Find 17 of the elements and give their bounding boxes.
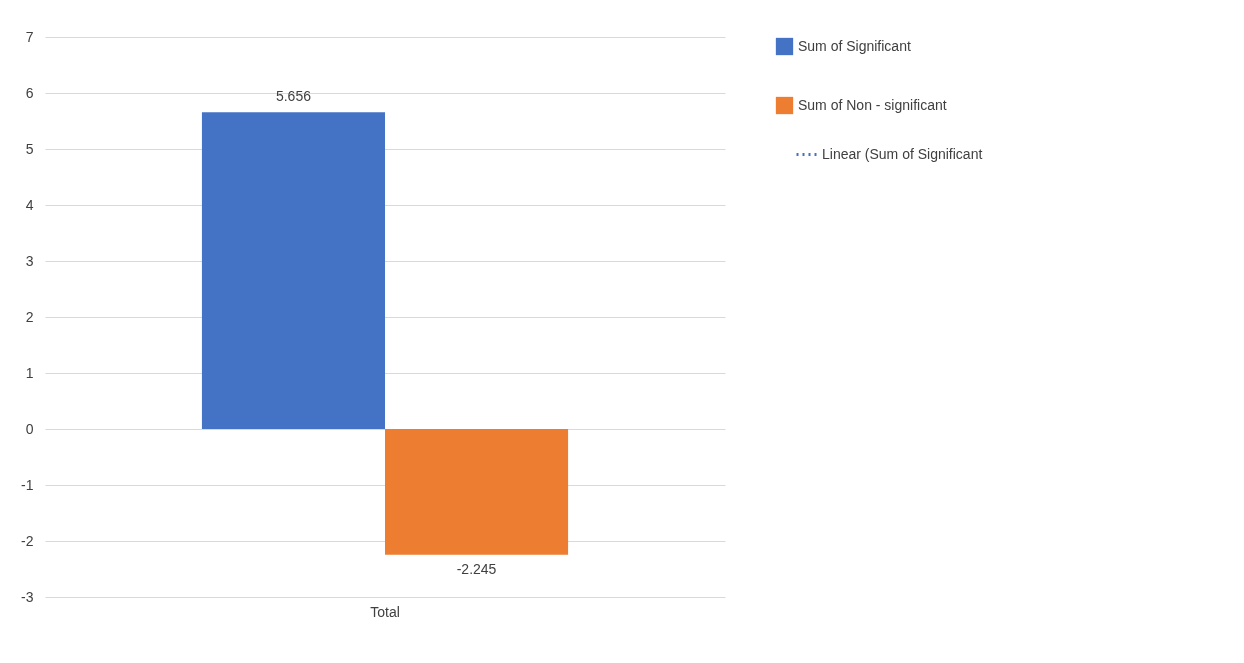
y-tick-label: 1 <box>25 364 34 381</box>
y-tick-label: -1 <box>21 476 34 493</box>
legend-label: Linear (Sum of Significant <box>822 145 983 162</box>
data-label: 5.656 <box>275 88 312 105</box>
legend-label: Sum of Non - significant <box>798 96 947 113</box>
y-tick-label: 7 <box>25 28 34 45</box>
y-tick-label: 3 <box>25 252 34 269</box>
legend-label: Sum of Significant <box>798 37 911 54</box>
y-tick-label: 4 <box>25 196 34 213</box>
y-tick-label: 5 <box>25 140 34 157</box>
y-tick-label: 2 <box>25 308 34 325</box>
y-tick-label: -3 <box>21 588 34 605</box>
data-label: -2.245 <box>456 560 497 577</box>
y-tick-label: -2 <box>21 532 34 549</box>
y-tick-label: 6 <box>25 84 34 101</box>
x-tick-label: Total <box>370 603 400 620</box>
y-tick-label: 0 <box>25 420 34 437</box>
